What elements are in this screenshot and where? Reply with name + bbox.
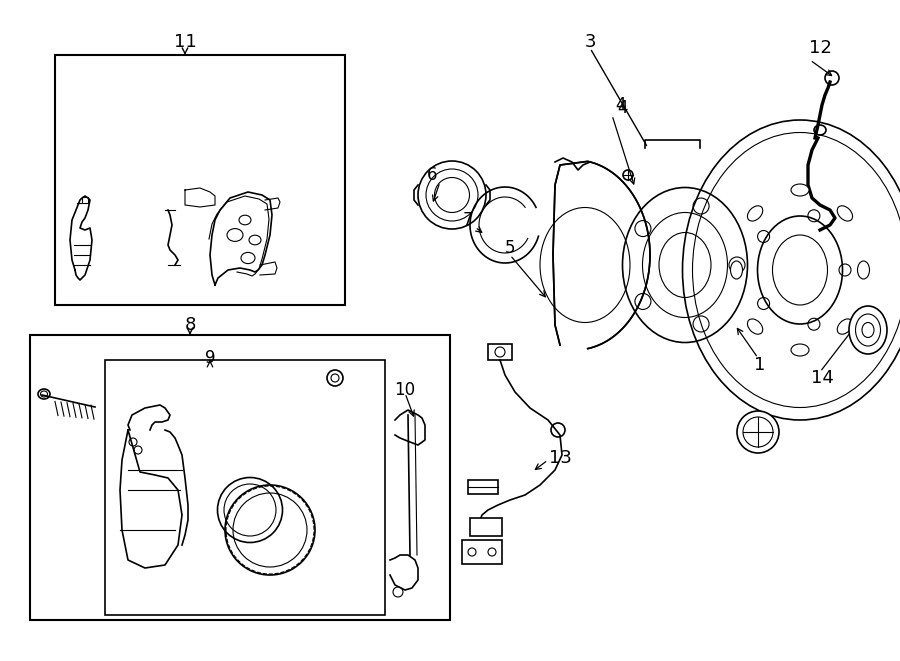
Text: 6: 6 [427,166,437,184]
Text: 14: 14 [811,369,833,387]
Ellipse shape [791,184,809,196]
Bar [55,55,345,305]
Bar [30,335,450,620]
Bar [462,540,502,564]
Bar [468,480,498,494]
Bar [470,518,502,536]
Ellipse shape [731,261,742,279]
Text: 5: 5 [505,239,515,257]
Text: 10: 10 [394,381,416,399]
Ellipse shape [748,206,762,221]
Ellipse shape [858,261,869,279]
Text: 7: 7 [463,211,473,229]
Text: 8: 8 [184,316,195,334]
Bar [105,360,385,615]
Text: 13: 13 [549,449,572,467]
Ellipse shape [748,319,762,334]
Text: 4: 4 [616,99,627,117]
Ellipse shape [837,206,852,221]
Ellipse shape [682,120,900,420]
Text: 9: 9 [205,349,215,367]
Ellipse shape [849,306,887,354]
Text: 4: 4 [615,96,626,114]
Text: 12: 12 [808,39,832,57]
Ellipse shape [791,344,809,356]
Text: 3: 3 [584,33,596,51]
Ellipse shape [737,411,779,453]
Text: 11: 11 [174,33,196,51]
Bar [488,344,512,360]
Ellipse shape [837,319,852,334]
Text: 2: 2 [756,429,768,447]
Text: 1: 1 [754,356,766,374]
